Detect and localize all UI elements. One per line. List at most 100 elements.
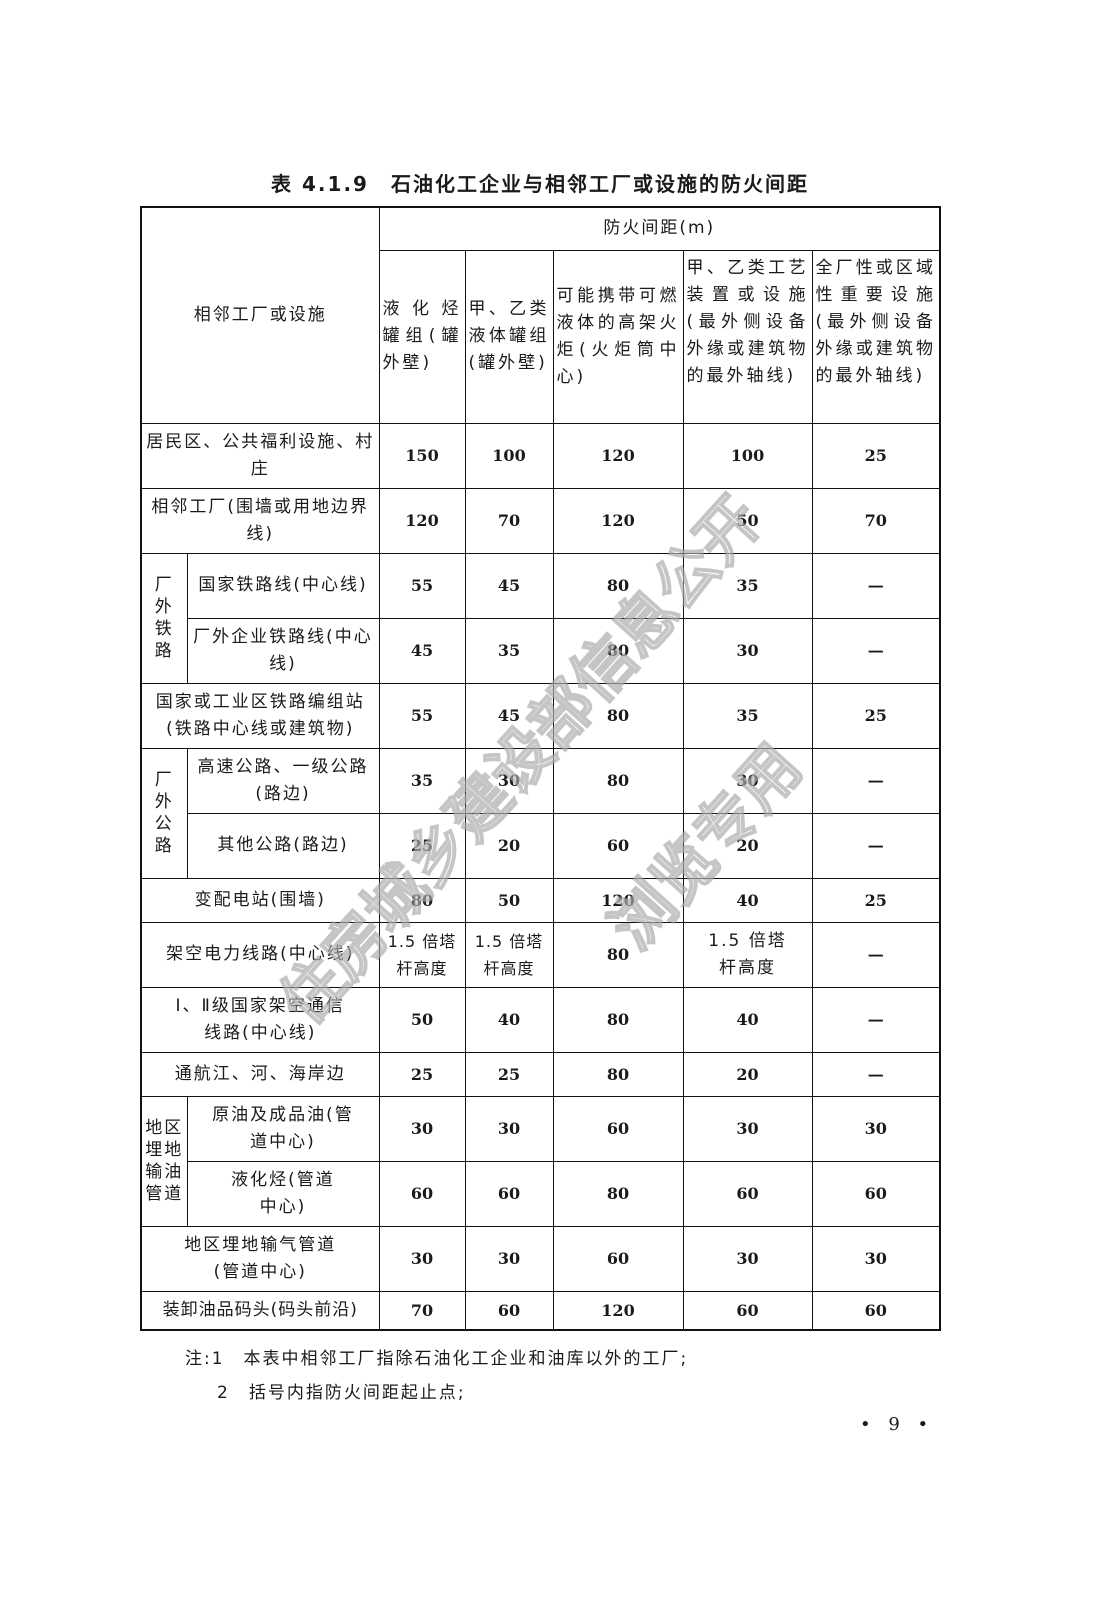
cell: 80: [552, 1160, 684, 1227]
cell: 80: [552, 921, 684, 988]
cell: 30: [464, 747, 554, 814]
row-label: 变配电站(围墙): [140, 877, 380, 923]
cell: 100: [682, 422, 813, 489]
cell: 30: [682, 747, 813, 814]
table-row: 其他公路(路边) 25 20 60 20—: [141, 812, 941, 879]
page-number: • 9 •: [860, 1414, 935, 1435]
cell: 25: [811, 877, 941, 923]
cell: 70: [464, 487, 554, 554]
row-label: 相邻工厂(围墙或用地边界线): [140, 487, 380, 554]
cell: —: [811, 747, 941, 814]
row-label: 通航江、河、海岸边: [140, 1051, 380, 1097]
fire-distance-table: 相邻工厂或设施 防火间距(m) 液化烃罐组(罐外壁) 甲、乙类液体罐组(罐外壁)…: [140, 206, 941, 1331]
cell: 40: [682, 986, 813, 1053]
cell: 120: [378, 487, 466, 554]
row-label: 居民区、公共福利设施、村庄: [140, 422, 380, 489]
row-label: 国家或工业区铁路编组站(铁路中心线或建筑物): [140, 682, 380, 749]
row-label: 厂外企业铁路线(中心线): [186, 617, 380, 684]
cell: 30: [464, 1095, 554, 1162]
cell: 35: [682, 552, 813, 619]
table-row: 相邻工厂(围墙或用地边界线) 120 70 120 50 70: [140, 487, 941, 554]
column-headers: 液化烃罐组(罐外壁) 甲、乙类液体罐组(罐外壁) 可能携带可燃液体的高架火炬(火…: [141, 249, 941, 424]
row-label: 高速公路、一级公路(路边): [186, 747, 380, 814]
group-label: 厂外铁路: [140, 552, 188, 684]
cell: 55: [378, 682, 466, 749]
cell: 120: [552, 487, 684, 554]
cell: 60: [464, 1160, 554, 1227]
cell: 30: [378, 1225, 466, 1292]
cell: 55: [378, 552, 466, 619]
row-label: 装卸油品码头(码头前沿): [140, 1290, 380, 1331]
cell: 50: [682, 487, 813, 554]
cell: 60: [552, 1225, 684, 1292]
cell: 150: [378, 422, 466, 489]
table-row: 变配电站(围墙) 80 50 120 40 25: [140, 877, 941, 923]
cell: 25: [378, 812, 466, 879]
cell: 50: [378, 986, 466, 1053]
cell: 60: [811, 1160, 941, 1227]
table-row: 地区 埋地 输油 管道 原油及成品油(管道中心) 30 30 60 30 30: [140, 1095, 941, 1227]
table-row: 液化烃(管道中心) 60 60 80 60 60: [141, 1160, 941, 1227]
cell: 45: [464, 682, 554, 749]
group-header: 防火间距(m): [378, 206, 941, 251]
table-row: 厂外铁路国家铁路线(中心线) 55 45 80 35—: [140, 552, 941, 684]
column-header: 可能携带可燃液体的高架火炬(火炬筒中心): [552, 249, 684, 424]
row-label: 架空电力线路(中心线): [140, 921, 380, 988]
table-row: 地区埋地输气管道(管道中心) 30 30 60 30 30: [140, 1225, 941, 1292]
cell: 120: [552, 1290, 684, 1331]
cell: 40: [464, 986, 554, 1053]
table-row: 居民区、公共福利设施、村庄 150 100 120 100 25: [140, 422, 941, 489]
group-label: 厂外公路: [140, 747, 188, 879]
note-1: 注:1 本表中相邻工厂指除石油化工企业和油库以外的工厂;: [185, 1349, 689, 1369]
cell: —: [811, 1051, 941, 1097]
note-2: 2 括号内指防火间距起止点;: [217, 1383, 466, 1403]
table-row: 通航江、河、海岸边 25 25 80 20—: [140, 1051, 941, 1097]
table-row: Ⅰ、Ⅱ级国家架空通信线路(中心线) 50 40 80 40—: [140, 986, 941, 1053]
cell: 60: [464, 1290, 554, 1331]
row-label: 地区埋地输气管道(管道中心): [140, 1225, 380, 1292]
cell: 60: [378, 1160, 466, 1227]
cell: 25: [811, 682, 941, 749]
table-notes: 注:1 本表中相邻工厂指除石油化工企业和油库以外的工厂; 2 括号内指防火间距起…: [185, 1342, 688, 1410]
cell: 1.5 倍塔杆高度: [682, 921, 813, 988]
row-label: 国家铁路线(中心线): [186, 552, 380, 619]
table-title: 表 4.1.9 石油化工企业与相邻工厂或设施的防火间距: [271, 172, 809, 196]
cell: 70: [378, 1290, 466, 1331]
cell: 1.5 倍塔杆高度: [378, 921, 466, 988]
cell: 20: [464, 812, 554, 879]
table-row: 厂外企业铁路线(中心线) 45 35 80 30—: [141, 617, 941, 684]
row-header: 相邻工厂或设施: [140, 206, 380, 424]
cell: 25: [811, 422, 941, 489]
cell: 30: [811, 1225, 941, 1292]
cell: 80: [552, 617, 684, 684]
cell: 60: [682, 1160, 813, 1227]
cell: 1.5 倍塔杆高度: [464, 921, 554, 988]
cell: 20: [682, 812, 813, 879]
cell: 45: [464, 552, 554, 619]
cell: 80: [552, 986, 684, 1053]
cell: 45: [378, 617, 466, 684]
cell: 60: [552, 812, 684, 879]
cell: —: [811, 552, 941, 619]
cell: —: [811, 921, 941, 988]
group-label: 地区 埋地 输油 管道: [140, 1095, 188, 1227]
cell: 60: [552, 1095, 684, 1162]
column-header: 全厂性或区域性重要设施(最外侧设备外缘或建筑物的最外轴线): [811, 249, 941, 424]
cell: 30: [378, 1095, 466, 1162]
row-label: 原油及成品油(管道中心): [186, 1095, 380, 1162]
cell: 80: [552, 747, 684, 814]
cell: 30: [682, 617, 813, 684]
table-row: 架空电力线路(中心线) 1.5 倍塔杆高度 1.5 倍塔杆高度 80 1.5 倍塔杆高度…: [140, 921, 941, 988]
cell: 20: [682, 1051, 813, 1097]
cell: 100: [464, 422, 554, 489]
cell: 120: [552, 422, 684, 489]
cell: 60: [811, 1290, 941, 1331]
cell: 35: [464, 617, 554, 684]
cell: 80: [552, 682, 684, 749]
cell: —: [811, 986, 941, 1053]
cell: 25: [464, 1051, 554, 1097]
table-row: 国家或工业区铁路编组站(铁路中心线或建筑物) 55 45 80 35 25: [140, 682, 941, 749]
cell: 60: [682, 1290, 813, 1331]
cell: 30: [682, 1225, 813, 1292]
row-label: Ⅰ、Ⅱ级国家架空通信线路(中心线): [140, 986, 380, 1053]
